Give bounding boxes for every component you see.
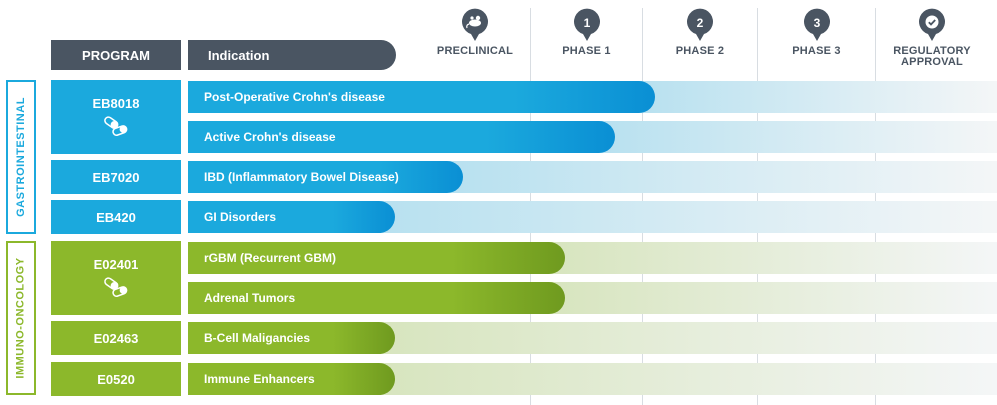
bar-trail (549, 282, 997, 314)
indication-label: Post-Operative Crohn's disease (204, 90, 385, 104)
phase-header-regulatory: REGULATORY APPROVAL (876, 8, 988, 70)
pipeline-bar: B-Cell Maligancies (188, 322, 395, 354)
indication-label: IBD (Inflammatory Bowel Disease) (204, 170, 399, 184)
bar-trail (599, 121, 997, 153)
category-label: IMMUNO-ONCOLOGY (15, 257, 28, 379)
program-name: E0520 (97, 371, 135, 387)
program-cell-eb420: EB420 (51, 200, 181, 234)
category-label: GASTROINTESTINAL (15, 97, 27, 217)
phase-label: PHASE 3 (792, 45, 841, 57)
phase-number: 3 (813, 16, 820, 30)
indication-label: B-Cell Maligancies (204, 331, 311, 345)
phase-label: PHASE 2 (675, 45, 725, 57)
bar-trail (447, 161, 997, 193)
program-cell-e02463: E02463 (51, 321, 181, 355)
phase-number: 2 (697, 16, 704, 30)
category-gastrointestinal: GASTROINTESTINAL (6, 80, 36, 234)
bar-trail (549, 242, 997, 274)
indication-label: Active Crohn's disease (204, 130, 336, 144)
phase-header-phase3: 3 PHASE 3 (758, 8, 875, 70)
pill-icon (104, 276, 128, 297)
indication-label: rGBM (Recurrent GBM) (204, 251, 337, 265)
indication-label: Adrenal Tumors (204, 291, 296, 305)
program-cell-eb7020: EB7020 (51, 160, 181, 194)
program-cell-e02401: E02401 (51, 241, 181, 315)
program-name: EB7020 (92, 169, 140, 185)
program-column-header: PROGRAM (51, 40, 181, 70)
indication-label: GI Disorders (204, 210, 277, 224)
program-name: EB8018 (92, 95, 140, 111)
bar-trail (379, 322, 997, 354)
phase-header-preclinical: PRECLINICAL (420, 8, 530, 70)
number-2-icon: 2 (687, 8, 713, 41)
pill-icon (104, 115, 128, 136)
category-immuno-oncology: IMMUNO-ONCOLOGY (6, 241, 36, 395)
phase-label: PRECLINICAL (436, 45, 514, 57)
pipeline-bar: rGBM (Recurrent GBM) (188, 242, 565, 274)
bar-trail (379, 363, 997, 395)
program-name: EB420 (96, 209, 136, 225)
number-3-icon: 3 (803, 8, 830, 41)
program-cell-e0520: E0520 (51, 362, 181, 396)
pipeline-bar: Post-Operative Crohn's disease (188, 81, 655, 113)
pipeline-bar: IBD (Inflammatory Bowel Disease) (188, 161, 463, 193)
pipeline-bar: Adrenal Tumors (188, 282, 565, 314)
bar-trail (639, 81, 997, 113)
pipeline-bar: GI Disorders (188, 201, 395, 233)
pipeline-bar: Active Crohn's disease (188, 121, 615, 153)
program-cell-eb8018: EB8018 (51, 80, 181, 154)
phase-number: 1 (583, 16, 590, 30)
indication-label: Immune Enhancers (204, 372, 315, 386)
phase-header-phase2: 2 PHASE 2 (643, 8, 757, 70)
pipeline-bar: Immune Enhancers (188, 363, 395, 395)
mouse-icon (462, 8, 488, 41)
number-1-icon: 1 (573, 8, 600, 41)
bar-trail (379, 201, 997, 233)
program-name: E02463 (93, 330, 139, 346)
indication-column-header: Indication (188, 40, 396, 70)
phase-label: REGULATORY APPROVAL (893, 45, 971, 68)
check-badge-icon (919, 8, 945, 41)
program-name: E02401 (93, 256, 139, 272)
phase-header-phase1: 1 PHASE 1 (531, 8, 642, 70)
phase-label: PHASE 1 (562, 45, 611, 57)
